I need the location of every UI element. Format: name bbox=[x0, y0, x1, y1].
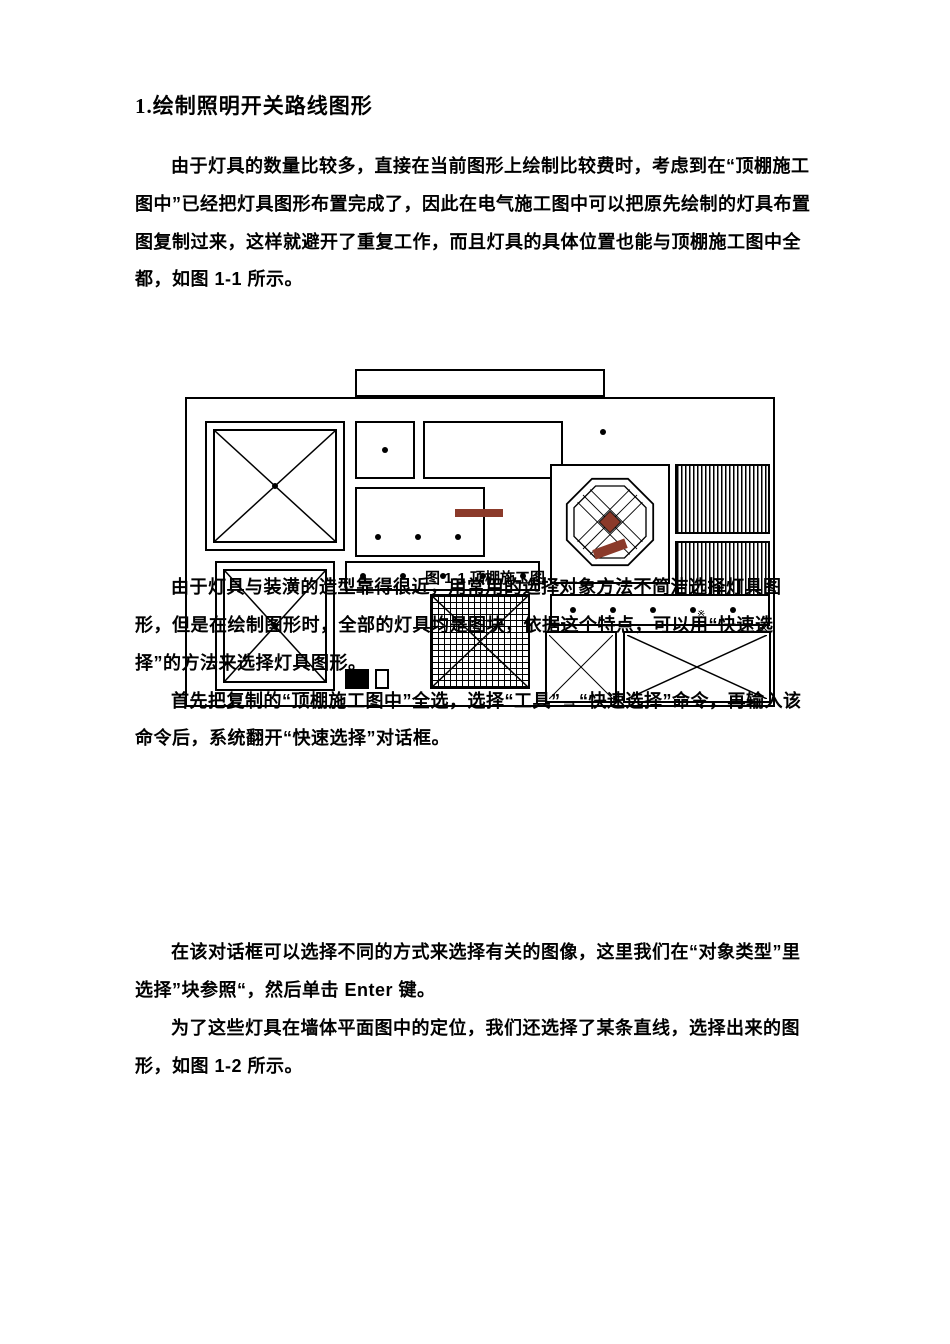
section-heading: 1.绘制照明开关路线图形 bbox=[135, 90, 815, 120]
paragraph-5: 为了这些灯具在墙体平面图中的定位，我们还选择了某条直线，选择出来的图形，如图 1… bbox=[135, 1010, 815, 1086]
paragraph-2: 由于灯具与装潢的造型靠得很近，用常用的选择对象方法不简洁选择灯具图形，但是在绘制… bbox=[135, 569, 815, 682]
paragraph-1: 由于灯具的数量比较多，直接在当前图形上绘制比较费时，考虑到在“顶棚施工图中”已经… bbox=[135, 148, 815, 299]
paragraph-3: 首先把复制的“顶棚施工图中”全选，选择“工具”→“快速选择”命令，再输入该命令后… bbox=[135, 683, 815, 759]
section-title-text: 绘制照明开关路线图形 bbox=[153, 94, 373, 118]
figure-1-1: ※ ※ 图 1-1 顶棚施工图 由于灯具与装潢的造型靠得很近，用常用的选择对象方… bbox=[135, 369, 815, 729]
paragraph-4: 在该对话框可以选择不同的方式来选择有关的图像，这里我们在“对象类型”里选择”块参… bbox=[135, 934, 815, 1010]
document-page: 1.绘制照明开关路线图形 由于灯具的数量比较多，直接在当前图形上绘制比较费时，考… bbox=[0, 0, 950, 1085]
section-number: 1. bbox=[135, 94, 153, 118]
overlay-paragraphs: 由于灯具与装潢的造型靠得很近，用常用的选择对象方法不简洁选择灯具图形，但是在绘制… bbox=[135, 569, 815, 758]
